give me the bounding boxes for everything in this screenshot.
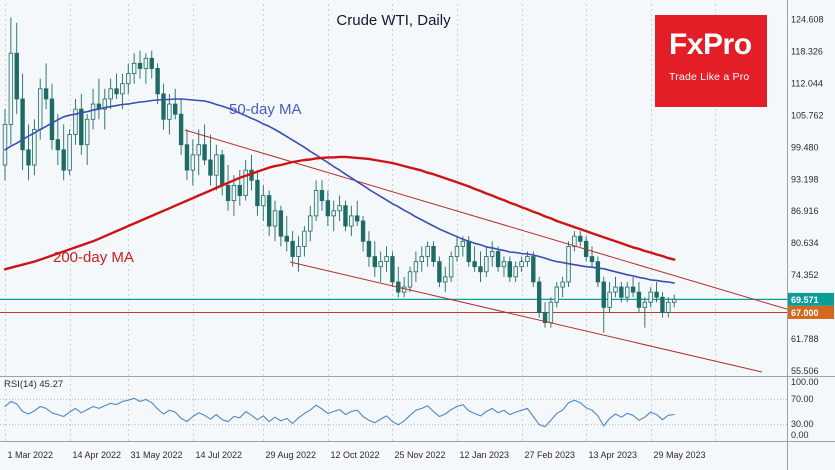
svg-text:1 Mar 2022: 1 Mar 2022 (8, 450, 54, 460)
svg-text:29 May 2023: 29 May 2023 (654, 450, 706, 460)
svg-text:27 Feb 2023: 27 Feb 2023 (525, 450, 576, 460)
svg-text:12 Jan 2023: 12 Jan 2023 (460, 450, 510, 460)
price-axis: 124.608 118.326 112.044 105.762 99.480 93.198… (788, 15, 834, 440)
rsi-line (4, 397, 675, 428)
svg-text:80.634: 80.634 (791, 238, 819, 248)
svg-text:13 Apr 2023: 13 Apr 2023 (589, 450, 638, 460)
svg-text:67.000: 67.000 (791, 308, 819, 318)
svg-text:31 May 2022: 31 May 2022 (131, 450, 183, 460)
svg-text:0.00: 0.00 (791, 430, 809, 440)
svg-text:118.326: 118.326 (791, 47, 823, 57)
svg-text:29 Aug 2022: 29 Aug 2022 (266, 450, 317, 460)
svg-text:74.352: 74.352 (791, 270, 819, 280)
svg-text:112.044: 112.044 (791, 78, 823, 88)
svg-text:12 Oct 2022: 12 Oct 2022 (331, 450, 380, 460)
fxpro-tagline: Trade Like a Pro (669, 71, 750, 83)
svg-text:30.00: 30.00 (791, 419, 814, 429)
fxpro-logo: FxPro Trade Like a Pro (655, 15, 767, 107)
svg-text:55.506: 55.506 (791, 366, 819, 376)
svg-text:86.916: 86.916 (791, 206, 819, 216)
trend-channel-lines (184, 129, 788, 373)
svg-text:105.762: 105.762 (791, 110, 824, 120)
price-tag (788, 292, 834, 306)
ma50-line (4, 98, 676, 284)
svg-text:61.788: 61.788 (791, 334, 819, 344)
svg-text:124.608: 124.608 (791, 15, 824, 25)
fxpro-brand-text: FxPro (669, 28, 752, 61)
gridlines (0, 4, 787, 441)
svg-text:14 Apr 2022: 14 Apr 2022 (73, 450, 122, 460)
svg-text:69.571: 69.571 (791, 295, 819, 305)
candles (2, 17, 677, 333)
horizontal-level-lines (0, 298, 787, 313)
svg-text:93.198: 93.198 (791, 174, 819, 184)
svg-text:70.00: 70.00 (791, 394, 814, 404)
price-tag (788, 305, 834, 319)
svg-text:25 Nov 2022: 25 Nov 2022 (395, 450, 446, 460)
svg-text:14 Jul 2022: 14 Jul 2022 (196, 450, 243, 460)
svg-text:100.00: 100.00 (791, 377, 819, 387)
moving-averages (3, 98, 676, 284)
svg-text:99.480: 99.480 (791, 142, 819, 152)
ma200-line (3, 155, 676, 271)
time-axis: 1 Mar 2022 14 Apr 2022 31 May 2022 14 Jul 2… (8, 450, 706, 460)
rsi-panel (4, 397, 675, 428)
